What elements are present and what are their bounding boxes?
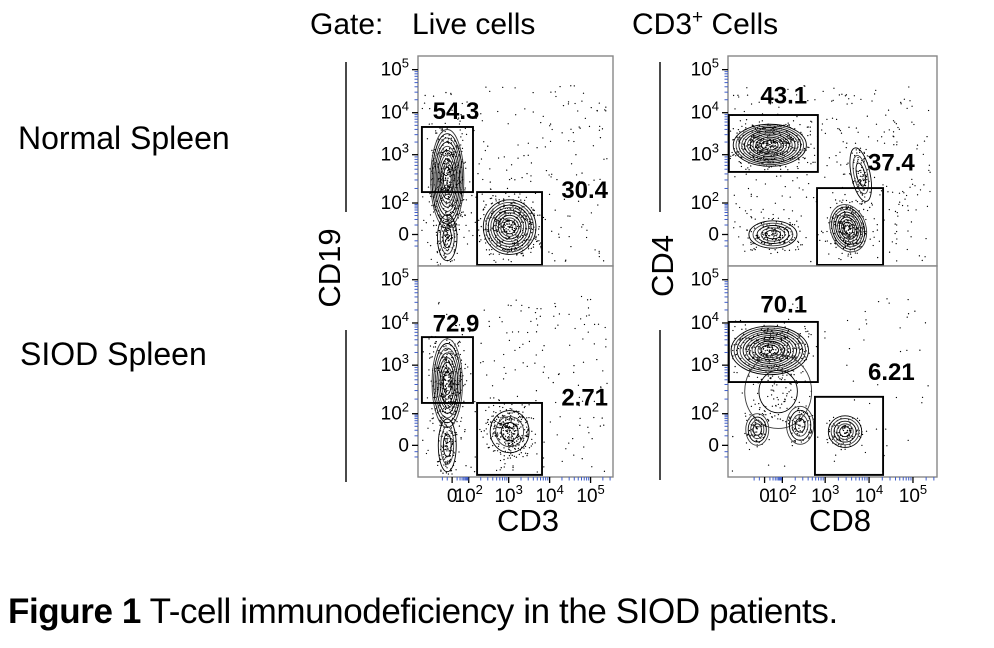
y-tick-label: 103 — [381, 141, 409, 166]
population-2 — [476, 193, 543, 263]
y-tick-label: 102 — [691, 400, 719, 425]
column-header-live-cells: Live cells — [412, 8, 536, 41]
column-header-cd3-cells: CD3+ Cells — [632, 7, 779, 41]
population-1 — [744, 351, 813, 429]
gate-percentage: 37.4 — [868, 149, 915, 176]
plot-contents — [730, 298, 929, 472]
gate-percentage: 30.4 — [561, 177, 608, 204]
population-2 — [483, 403, 536, 459]
plot-normal-spleen-cd3-cells: 43.1 37.4 105 104 103 102 0 — [691, 55, 938, 267]
flow-plots-canvas: 54.330.4105104103102043.137.410510410310… — [381, 55, 938, 507]
population-1 — [742, 217, 800, 251]
plot-contents — [421, 85, 608, 266]
x-tick-label: 102 — [768, 482, 796, 507]
population-0 — [426, 118, 468, 239]
y-tick-label: 105 — [381, 56, 409, 81]
y-tick-label: 102 — [381, 400, 409, 425]
y-tick-label: 104 — [691, 309, 719, 334]
population-0 — [728, 120, 815, 171]
x-tick-label: 102 — [455, 482, 483, 507]
plot-frame — [417, 265, 614, 478]
x-tick-label: 0 — [447, 486, 458, 507]
y-tick-label: 0 — [398, 225, 409, 246]
y-tick-label: 102 — [691, 189, 719, 214]
x-tick-label: 104 — [535, 482, 563, 507]
cd19-axis-line-bottom — [345, 330, 347, 482]
gate-cd8-t-cells — [816, 187, 885, 266]
y-tick-label: 105 — [691, 266, 719, 291]
population-3 — [785, 405, 815, 447]
y-axis-ticks: 105 104 103 102 0 — [381, 266, 418, 458]
population-1 — [436, 411, 458, 475]
cd4-axis-line-top — [659, 62, 661, 212]
population-2 — [744, 412, 771, 448]
y-axis-ticks: 105 104 103 102 0 — [691, 56, 728, 247]
y-tick-label: 104 — [381, 309, 409, 334]
y-tick-label: 104 — [691, 99, 719, 124]
gate-percentage: 6.21 — [868, 359, 915, 386]
cd3-plus-superscript: + — [692, 7, 704, 28]
gate-percentage: 54.3 — [433, 98, 480, 125]
gate-header-label: Gate: — [310, 8, 384, 41]
y-axis-ticks: 105 104 103 102 0 — [381, 56, 418, 247]
y-axis-ticks: 105 104 103 102 0 — [691, 266, 728, 458]
gate-cd4-t-cells — [727, 114, 819, 173]
caption-figure-number: Figure 1 — [8, 592, 141, 631]
x-tick-label: 105 — [899, 482, 927, 507]
y-tick-label: 105 — [381, 266, 409, 291]
y-tick-label: 103 — [381, 351, 409, 376]
population-1 — [435, 208, 460, 266]
x-axis-title-cd3: CD3 — [496, 503, 560, 538]
y-tick-label: 0 — [708, 435, 719, 456]
gate-cd19-b-cells — [420, 336, 474, 404]
y-tick-label: 103 — [691, 351, 719, 376]
x-tick-label: 105 — [576, 482, 604, 507]
y-axis-title-cd19: CD19 — [312, 228, 347, 308]
cells-header-text: Cells — [703, 8, 779, 41]
y-tick-label: 104 — [381, 99, 409, 124]
y-tick-label: 0 — [708, 225, 719, 246]
y-tick-label: 103 — [691, 141, 719, 166]
population-3 — [848, 142, 873, 206]
x-tick-label: 0 — [759, 486, 770, 507]
plot-normal-spleen-live-cells: 54.3 30.4 105 104 103 102 0 — [381, 55, 614, 267]
y-tick-label: 105 — [691, 56, 719, 81]
gate-percentage: 72.9 — [433, 310, 480, 337]
gate-cd19-b-cells — [420, 126, 474, 194]
gate-percentage: 2.71 — [561, 384, 608, 411]
population-4 — [826, 415, 864, 451]
gate-percentage: 70.1 — [760, 291, 807, 318]
gate-cd4-t-cells — [727, 320, 819, 384]
population-2 — [826, 199, 869, 257]
cd3-header-text: CD3 — [632, 8, 693, 41]
row-label-normal-spleen: Normal Spleen — [18, 120, 230, 156]
y-axis-title-cd4: CD4 — [645, 234, 680, 298]
cd4-axis-line-bottom — [659, 330, 661, 480]
y-tick-label: 0 — [398, 435, 409, 456]
figure-caption: Figure 1 T-cell immunodeficiency in the … — [8, 592, 838, 632]
caption-text: T-cell immunodeficiency in the SIOD pati… — [140, 592, 839, 631]
cd19-axis-line-top — [345, 62, 347, 212]
plot-contents — [728, 85, 931, 263]
row-label-siod-spleen: SIOD Spleen — [20, 336, 207, 372]
x-axis-title-cd8: CD8 — [808, 503, 872, 538]
gate-cd8-t-cells — [813, 395, 885, 476]
y-tick-label: 102 — [381, 189, 409, 214]
scatter-noise-dots — [421, 85, 608, 262]
gate-percentage: 43.1 — [760, 82, 807, 109]
gate-cd3-t-cells — [476, 401, 543, 476]
gate-cd3-t-cells — [476, 191, 543, 266]
